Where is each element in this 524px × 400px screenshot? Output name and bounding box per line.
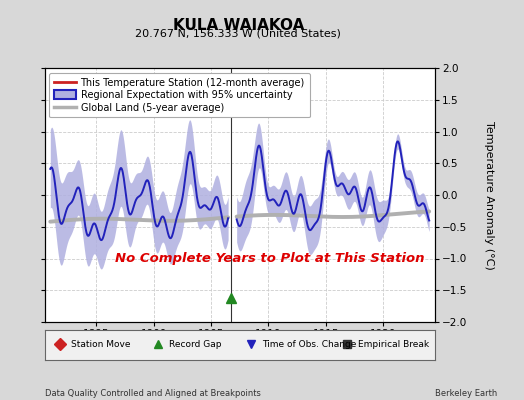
Text: Record Gap: Record Gap <box>169 340 221 349</box>
Text: Time of Obs. Change: Time of Obs. Change <box>263 340 357 349</box>
Text: Berkeley Earth: Berkeley Earth <box>435 389 497 398</box>
Text: Data Quality Controlled and Aligned at Breakpoints: Data Quality Controlled and Aligned at B… <box>45 389 260 398</box>
Text: No Complete Years to Plot at This Station: No Complete Years to Plot at This Statio… <box>115 252 424 265</box>
Text: Station Move: Station Move <box>71 340 130 349</box>
Legend: This Temperature Station (12-month average), Regional Expectation with 95% uncer: This Temperature Station (12-month avera… <box>49 73 310 118</box>
Text: Empirical Break: Empirical Break <box>358 340 429 349</box>
Text: KULA WAIAKOA: KULA WAIAKOA <box>173 18 304 33</box>
Text: 20.767 N, 156.333 W (United States): 20.767 N, 156.333 W (United States) <box>136 29 341 39</box>
Y-axis label: Temperature Anomaly (°C): Temperature Anomaly (°C) <box>484 121 494 269</box>
